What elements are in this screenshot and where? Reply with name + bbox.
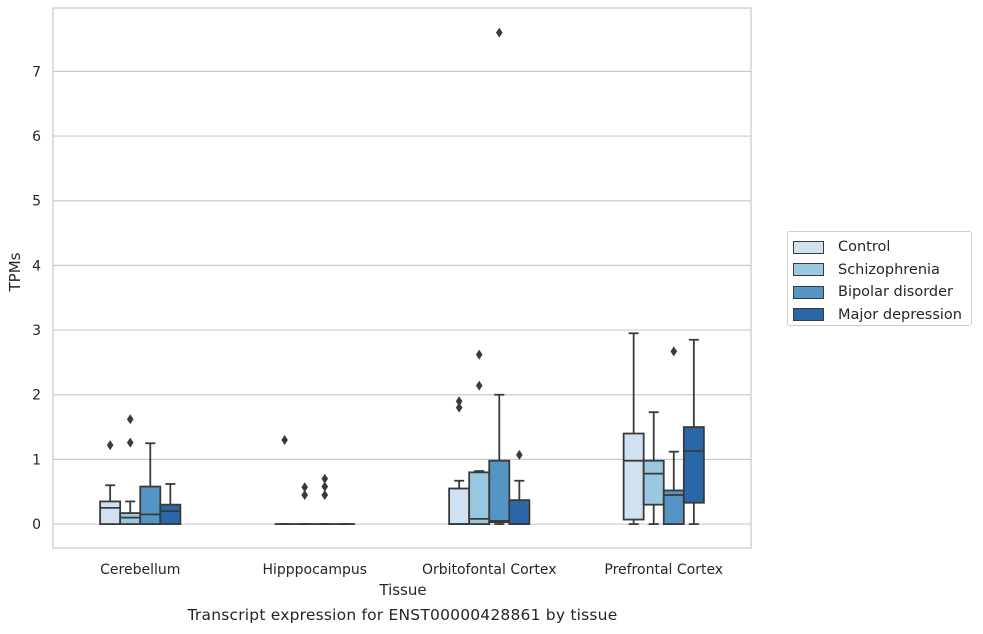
legend: Control Schizophrenia Bipolar disorder M… <box>787 231 972 326</box>
box-bipolar-disorder <box>662 346 685 525</box>
legend-swatch <box>793 308 824 322</box>
box-major-depression <box>682 338 705 525</box>
y-axis-label: TPMs <box>6 252 24 292</box>
box-iqr <box>642 459 665 506</box>
legend-item-control: Control <box>793 236 971 259</box>
legend-swatch <box>793 240 824 254</box>
outlier-marker <box>301 482 309 493</box>
legend-item-schizophrenia: Schizophrenia <box>793 259 971 282</box>
plot-frame <box>52 7 752 549</box>
box-iqr <box>622 432 645 521</box>
y-tick-label: 7 <box>32 64 41 80</box>
x-tick-label: Prefrontal Cortex <box>604 562 723 578</box>
legend-label: Control <box>838 239 891 256</box>
box-iqr <box>119 512 142 525</box>
outlier-marker <box>475 349 483 360</box>
x-tick-label: Hipppocampus <box>262 562 367 578</box>
outlier-marker <box>516 449 523 460</box>
box-schizophrenia <box>119 414 142 525</box>
x-tick-label: Orbitofontal Cortex <box>422 562 557 578</box>
outlier-marker <box>670 346 678 357</box>
chart-caption: Transcript expression for ENST0000042886… <box>187 606 618 624</box>
legend-label: Schizophrenia <box>838 261 940 278</box>
box-major-depression <box>508 449 531 525</box>
legend-swatch <box>793 285 824 299</box>
box-bipolar-disorder <box>314 473 335 525</box>
box-iqr <box>468 471 491 525</box>
box-schizophrenia <box>642 411 665 525</box>
outlier-marker <box>495 27 503 38</box>
y-tick-label: 0 <box>32 517 41 533</box>
box-schizophrenia <box>294 482 315 525</box>
y-tick-label: 2 <box>32 388 41 404</box>
outlier-marker <box>321 489 329 500</box>
outlier-marker <box>106 440 114 451</box>
legend-label: Major depression <box>838 306 962 323</box>
outlier-marker <box>321 473 329 484</box>
box-iqr <box>448 487 471 525</box>
x-tick-labels: Cerebellum Hipppocampus Orbitofontal Corte… <box>100 562 723 578</box>
box-iqr <box>508 499 531 525</box>
grid-lines <box>53 70 751 525</box>
box-iqr <box>488 459 511 524</box>
outlier-marker <box>126 414 134 425</box>
y-tick-labels: 0 1 2 3 4 5 6 7 <box>32 64 41 533</box>
box-control <box>274 435 295 525</box>
x-tick-label: Cerebellum <box>100 562 180 578</box>
box-schizophrenia <box>468 349 491 525</box>
box-control <box>99 440 122 525</box>
box-iqr <box>662 489 685 525</box>
legend-item-major-depression: Major depression <box>793 304 971 327</box>
outlier-marker <box>126 437 134 448</box>
outlier-marker <box>455 396 463 407</box>
box-iqr <box>99 500 122 525</box>
box-groups <box>99 27 705 525</box>
legend-item-bipolar-disorder: Bipolar disorder <box>793 281 971 304</box>
y-tick-label: 6 <box>32 129 41 145</box>
outlier-marker <box>455 402 463 413</box>
box-major-depression <box>159 483 182 525</box>
legend-label: Bipolar disorder <box>838 284 953 301</box>
box-iqr <box>159 503 182 525</box>
box-control <box>622 332 645 525</box>
box-bipolar-disorder <box>139 442 162 525</box>
y-tick-label: 3 <box>32 323 41 339</box>
box-iqr <box>139 485 162 525</box>
outlier-marker <box>281 435 288 445</box>
legend-swatch <box>793 263 824 277</box>
outlier-marker <box>301 489 309 500</box>
outlier-marker <box>475 380 483 391</box>
outlier-marker <box>321 481 329 492</box>
x-axis-label: Tissue <box>378 581 426 599</box>
box-control <box>448 396 471 525</box>
box-iqr <box>682 426 705 504</box>
box-bipolar-disorder <box>488 27 511 525</box>
y-tick-label: 5 <box>32 194 41 210</box>
y-tick-label: 4 <box>32 258 41 274</box>
y-tick-label: 1 <box>32 452 41 468</box>
